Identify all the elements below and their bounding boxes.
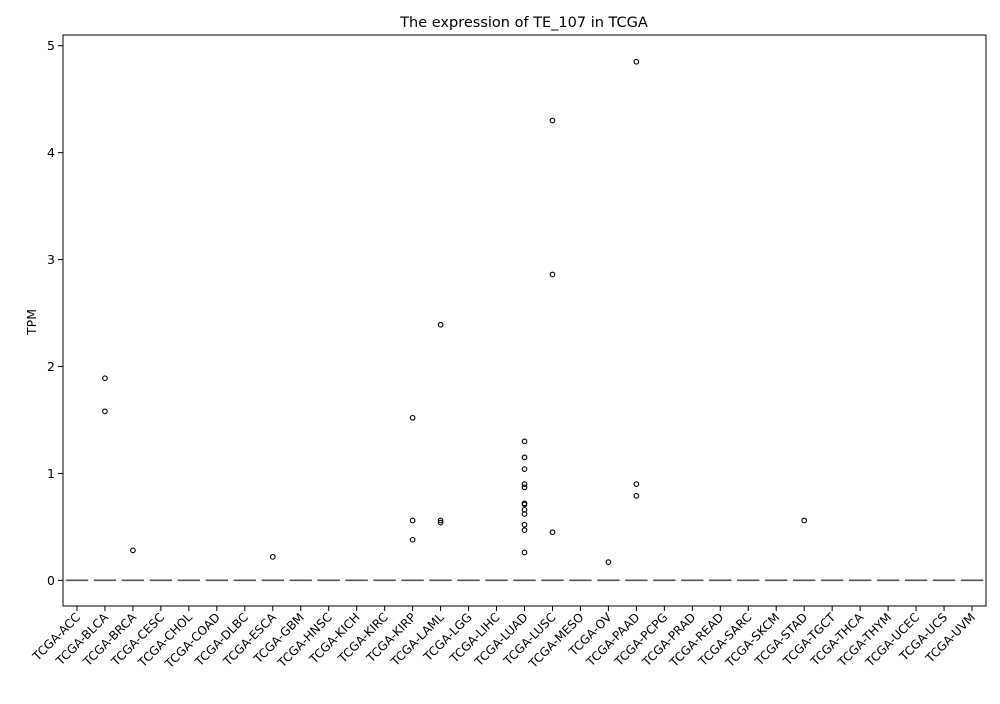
outlier-point	[102, 375, 108, 382]
outlier-point	[521, 521, 528, 528]
outlier-point	[521, 466, 528, 472]
y-tick-label: 4	[47, 145, 55, 160]
outlier-point	[549, 117, 556, 124]
outlier-point	[521, 511, 528, 517]
outlier-point	[409, 414, 416, 421]
outlier-point	[521, 438, 528, 445]
outlier-point	[633, 481, 640, 487]
outlier-point	[521, 549, 528, 556]
outlier-point	[801, 517, 808, 524]
outlier-point	[437, 321, 444, 328]
outlier-point	[633, 493, 640, 499]
y-tick-label: 1	[47, 466, 55, 481]
outlier-point	[130, 547, 136, 554]
outlier-point	[549, 529, 556, 536]
outlier-point	[269, 553, 276, 560]
chart-title: The expression of TE_107 in TCGA	[399, 15, 648, 31]
y-tick-label: 2	[47, 359, 55, 374]
outlier-point	[521, 501, 528, 508]
outlier-point	[521, 484, 528, 491]
outlier-point	[437, 517, 444, 524]
outlier-point	[605, 559, 612, 566]
outlier-point	[409, 517, 416, 524]
outlier-point	[409, 536, 416, 543]
plot-area: 012345TCGA-ACCTCGA-BLCATCGA-BRCATCGA-CES…	[29, 34, 987, 671]
outlier-point	[521, 454, 528, 461]
plot-frame	[62, 34, 987, 607]
outlier-point	[437, 519, 444, 526]
y-tick-label: 3	[47, 252, 55, 267]
outlier-point	[521, 527, 528, 533]
outlier-point	[633, 58, 640, 65]
outlier-point	[102, 408, 108, 415]
y-axis-label: TPM	[24, 309, 39, 336]
outlier-point	[549, 271, 556, 278]
outlier-point	[521, 481, 528, 487]
y-tick-label: 0	[47, 573, 55, 588]
y-tick-label: 5	[47, 38, 55, 53]
